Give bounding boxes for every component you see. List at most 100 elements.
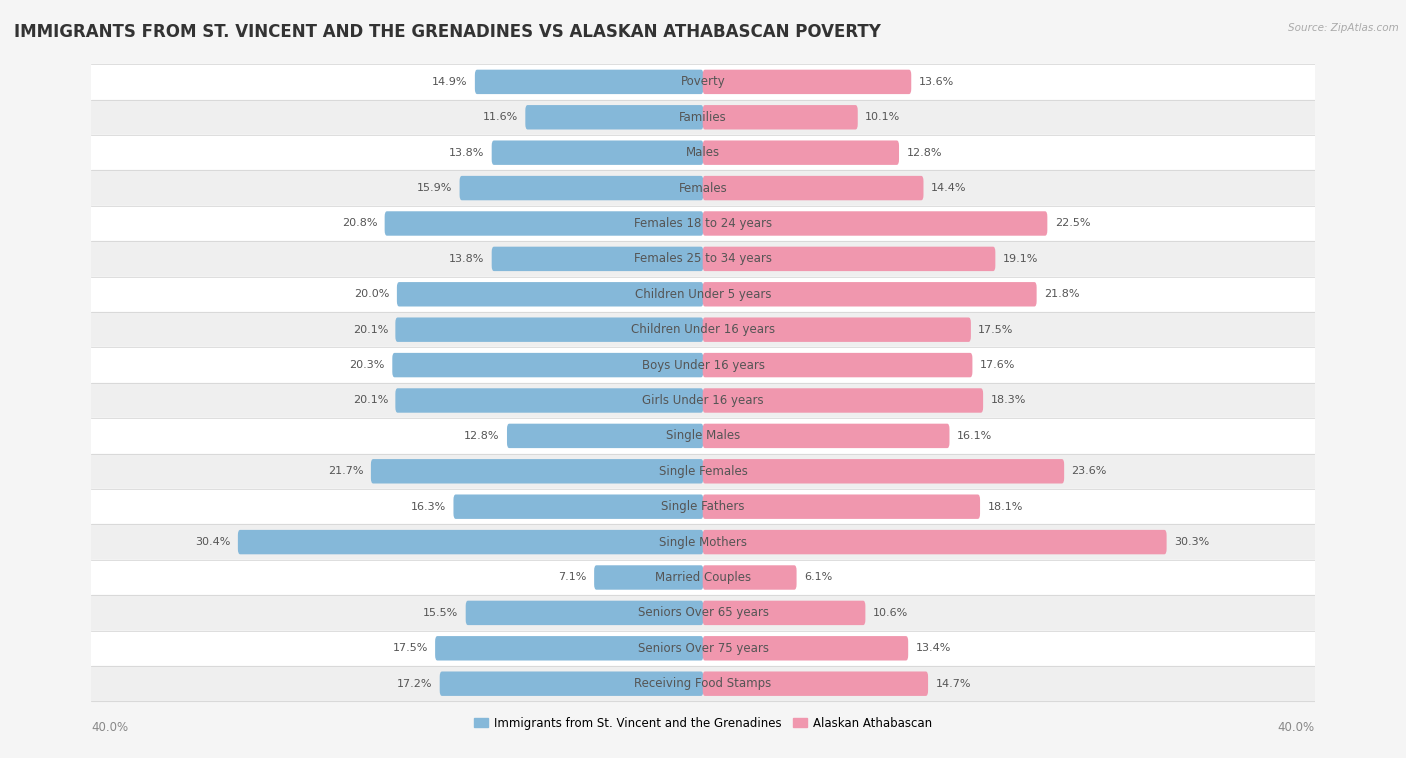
- FancyBboxPatch shape: [392, 353, 703, 377]
- Text: Children Under 16 years: Children Under 16 years: [631, 323, 775, 337]
- FancyBboxPatch shape: [703, 70, 911, 94]
- Text: Females 25 to 34 years: Females 25 to 34 years: [634, 252, 772, 265]
- FancyBboxPatch shape: [703, 459, 1064, 484]
- Text: 18.1%: 18.1%: [987, 502, 1022, 512]
- FancyBboxPatch shape: [703, 565, 797, 590]
- FancyBboxPatch shape: [703, 282, 1036, 306]
- Bar: [91, 595, 1315, 631]
- Text: Single Mothers: Single Mothers: [659, 536, 747, 549]
- Text: Single Females: Single Females: [658, 465, 748, 478]
- FancyBboxPatch shape: [703, 246, 995, 271]
- Text: Girls Under 16 years: Girls Under 16 years: [643, 394, 763, 407]
- FancyBboxPatch shape: [385, 211, 703, 236]
- Text: 14.7%: 14.7%: [935, 678, 972, 689]
- FancyBboxPatch shape: [595, 565, 703, 590]
- Text: 11.6%: 11.6%: [482, 112, 517, 122]
- Text: 40.0%: 40.0%: [1278, 721, 1315, 734]
- Text: Source: ZipAtlas.com: Source: ZipAtlas.com: [1288, 23, 1399, 33]
- FancyBboxPatch shape: [703, 318, 972, 342]
- FancyBboxPatch shape: [703, 636, 908, 660]
- FancyBboxPatch shape: [508, 424, 703, 448]
- FancyBboxPatch shape: [703, 672, 928, 696]
- Bar: [91, 277, 1315, 312]
- Text: 21.8%: 21.8%: [1045, 290, 1080, 299]
- Text: Receiving Food Stamps: Receiving Food Stamps: [634, 677, 772, 691]
- Text: 20.3%: 20.3%: [350, 360, 385, 370]
- FancyBboxPatch shape: [434, 636, 703, 660]
- FancyBboxPatch shape: [395, 388, 703, 412]
- FancyBboxPatch shape: [703, 530, 1167, 554]
- Bar: [91, 666, 1315, 701]
- Text: 20.1%: 20.1%: [353, 324, 388, 335]
- Text: Single Fathers: Single Fathers: [661, 500, 745, 513]
- FancyBboxPatch shape: [703, 600, 865, 625]
- Text: 17.5%: 17.5%: [392, 644, 427, 653]
- Text: Married Couples: Married Couples: [655, 571, 751, 584]
- Text: 20.1%: 20.1%: [353, 396, 388, 406]
- FancyBboxPatch shape: [396, 282, 703, 306]
- Text: 30.3%: 30.3%: [1174, 537, 1209, 547]
- FancyBboxPatch shape: [703, 424, 949, 448]
- Text: Poverty: Poverty: [681, 75, 725, 89]
- Bar: [91, 347, 1315, 383]
- Text: Seniors Over 65 years: Seniors Over 65 years: [637, 606, 769, 619]
- Text: 40.0%: 40.0%: [91, 721, 128, 734]
- Text: 13.6%: 13.6%: [918, 77, 953, 87]
- FancyBboxPatch shape: [703, 494, 980, 519]
- FancyBboxPatch shape: [440, 672, 703, 696]
- FancyBboxPatch shape: [703, 140, 898, 165]
- Bar: [91, 631, 1315, 666]
- Text: 12.8%: 12.8%: [464, 431, 499, 441]
- Text: 20.8%: 20.8%: [342, 218, 377, 228]
- Text: 30.4%: 30.4%: [195, 537, 231, 547]
- Text: Seniors Over 75 years: Seniors Over 75 years: [637, 642, 769, 655]
- FancyBboxPatch shape: [371, 459, 703, 484]
- Bar: [91, 453, 1315, 489]
- Bar: [91, 135, 1315, 171]
- FancyBboxPatch shape: [492, 140, 703, 165]
- Text: 14.4%: 14.4%: [931, 183, 966, 193]
- FancyBboxPatch shape: [703, 105, 858, 130]
- Text: 6.1%: 6.1%: [804, 572, 832, 582]
- FancyBboxPatch shape: [703, 176, 924, 200]
- Text: 13.8%: 13.8%: [449, 254, 484, 264]
- Text: 19.1%: 19.1%: [1002, 254, 1038, 264]
- Bar: [91, 64, 1315, 99]
- Bar: [91, 489, 1315, 525]
- Bar: [91, 171, 1315, 205]
- FancyBboxPatch shape: [454, 494, 703, 519]
- FancyBboxPatch shape: [395, 318, 703, 342]
- Text: Children Under 5 years: Children Under 5 years: [634, 288, 772, 301]
- Text: 16.1%: 16.1%: [957, 431, 993, 441]
- FancyBboxPatch shape: [526, 105, 703, 130]
- Text: 22.5%: 22.5%: [1054, 218, 1090, 228]
- Bar: [91, 560, 1315, 595]
- Text: 17.2%: 17.2%: [396, 678, 433, 689]
- Text: Single Males: Single Males: [666, 429, 740, 443]
- Text: 15.9%: 15.9%: [416, 183, 453, 193]
- Text: 10.6%: 10.6%: [873, 608, 908, 618]
- Text: 21.7%: 21.7%: [328, 466, 364, 476]
- Text: Boys Under 16 years: Boys Under 16 years: [641, 359, 765, 371]
- Text: 12.8%: 12.8%: [907, 148, 942, 158]
- FancyBboxPatch shape: [460, 176, 703, 200]
- FancyBboxPatch shape: [492, 246, 703, 271]
- Bar: [91, 205, 1315, 241]
- Text: 7.1%: 7.1%: [558, 572, 586, 582]
- Bar: [91, 418, 1315, 453]
- Bar: [91, 525, 1315, 560]
- Text: 17.6%: 17.6%: [980, 360, 1015, 370]
- Text: Females: Females: [679, 182, 727, 195]
- Text: 17.5%: 17.5%: [979, 324, 1014, 335]
- Text: 10.1%: 10.1%: [865, 112, 900, 122]
- Text: IMMIGRANTS FROM ST. VINCENT AND THE GRENADINES VS ALASKAN ATHABASCAN POVERTY: IMMIGRANTS FROM ST. VINCENT AND THE GREN…: [14, 23, 882, 41]
- Text: 13.8%: 13.8%: [449, 148, 484, 158]
- Text: 14.9%: 14.9%: [432, 77, 468, 87]
- Text: 16.3%: 16.3%: [411, 502, 446, 512]
- FancyBboxPatch shape: [465, 600, 703, 625]
- Text: Males: Males: [686, 146, 720, 159]
- Bar: [91, 99, 1315, 135]
- Text: 20.0%: 20.0%: [354, 290, 389, 299]
- Text: 18.3%: 18.3%: [990, 396, 1026, 406]
- Text: Families: Families: [679, 111, 727, 124]
